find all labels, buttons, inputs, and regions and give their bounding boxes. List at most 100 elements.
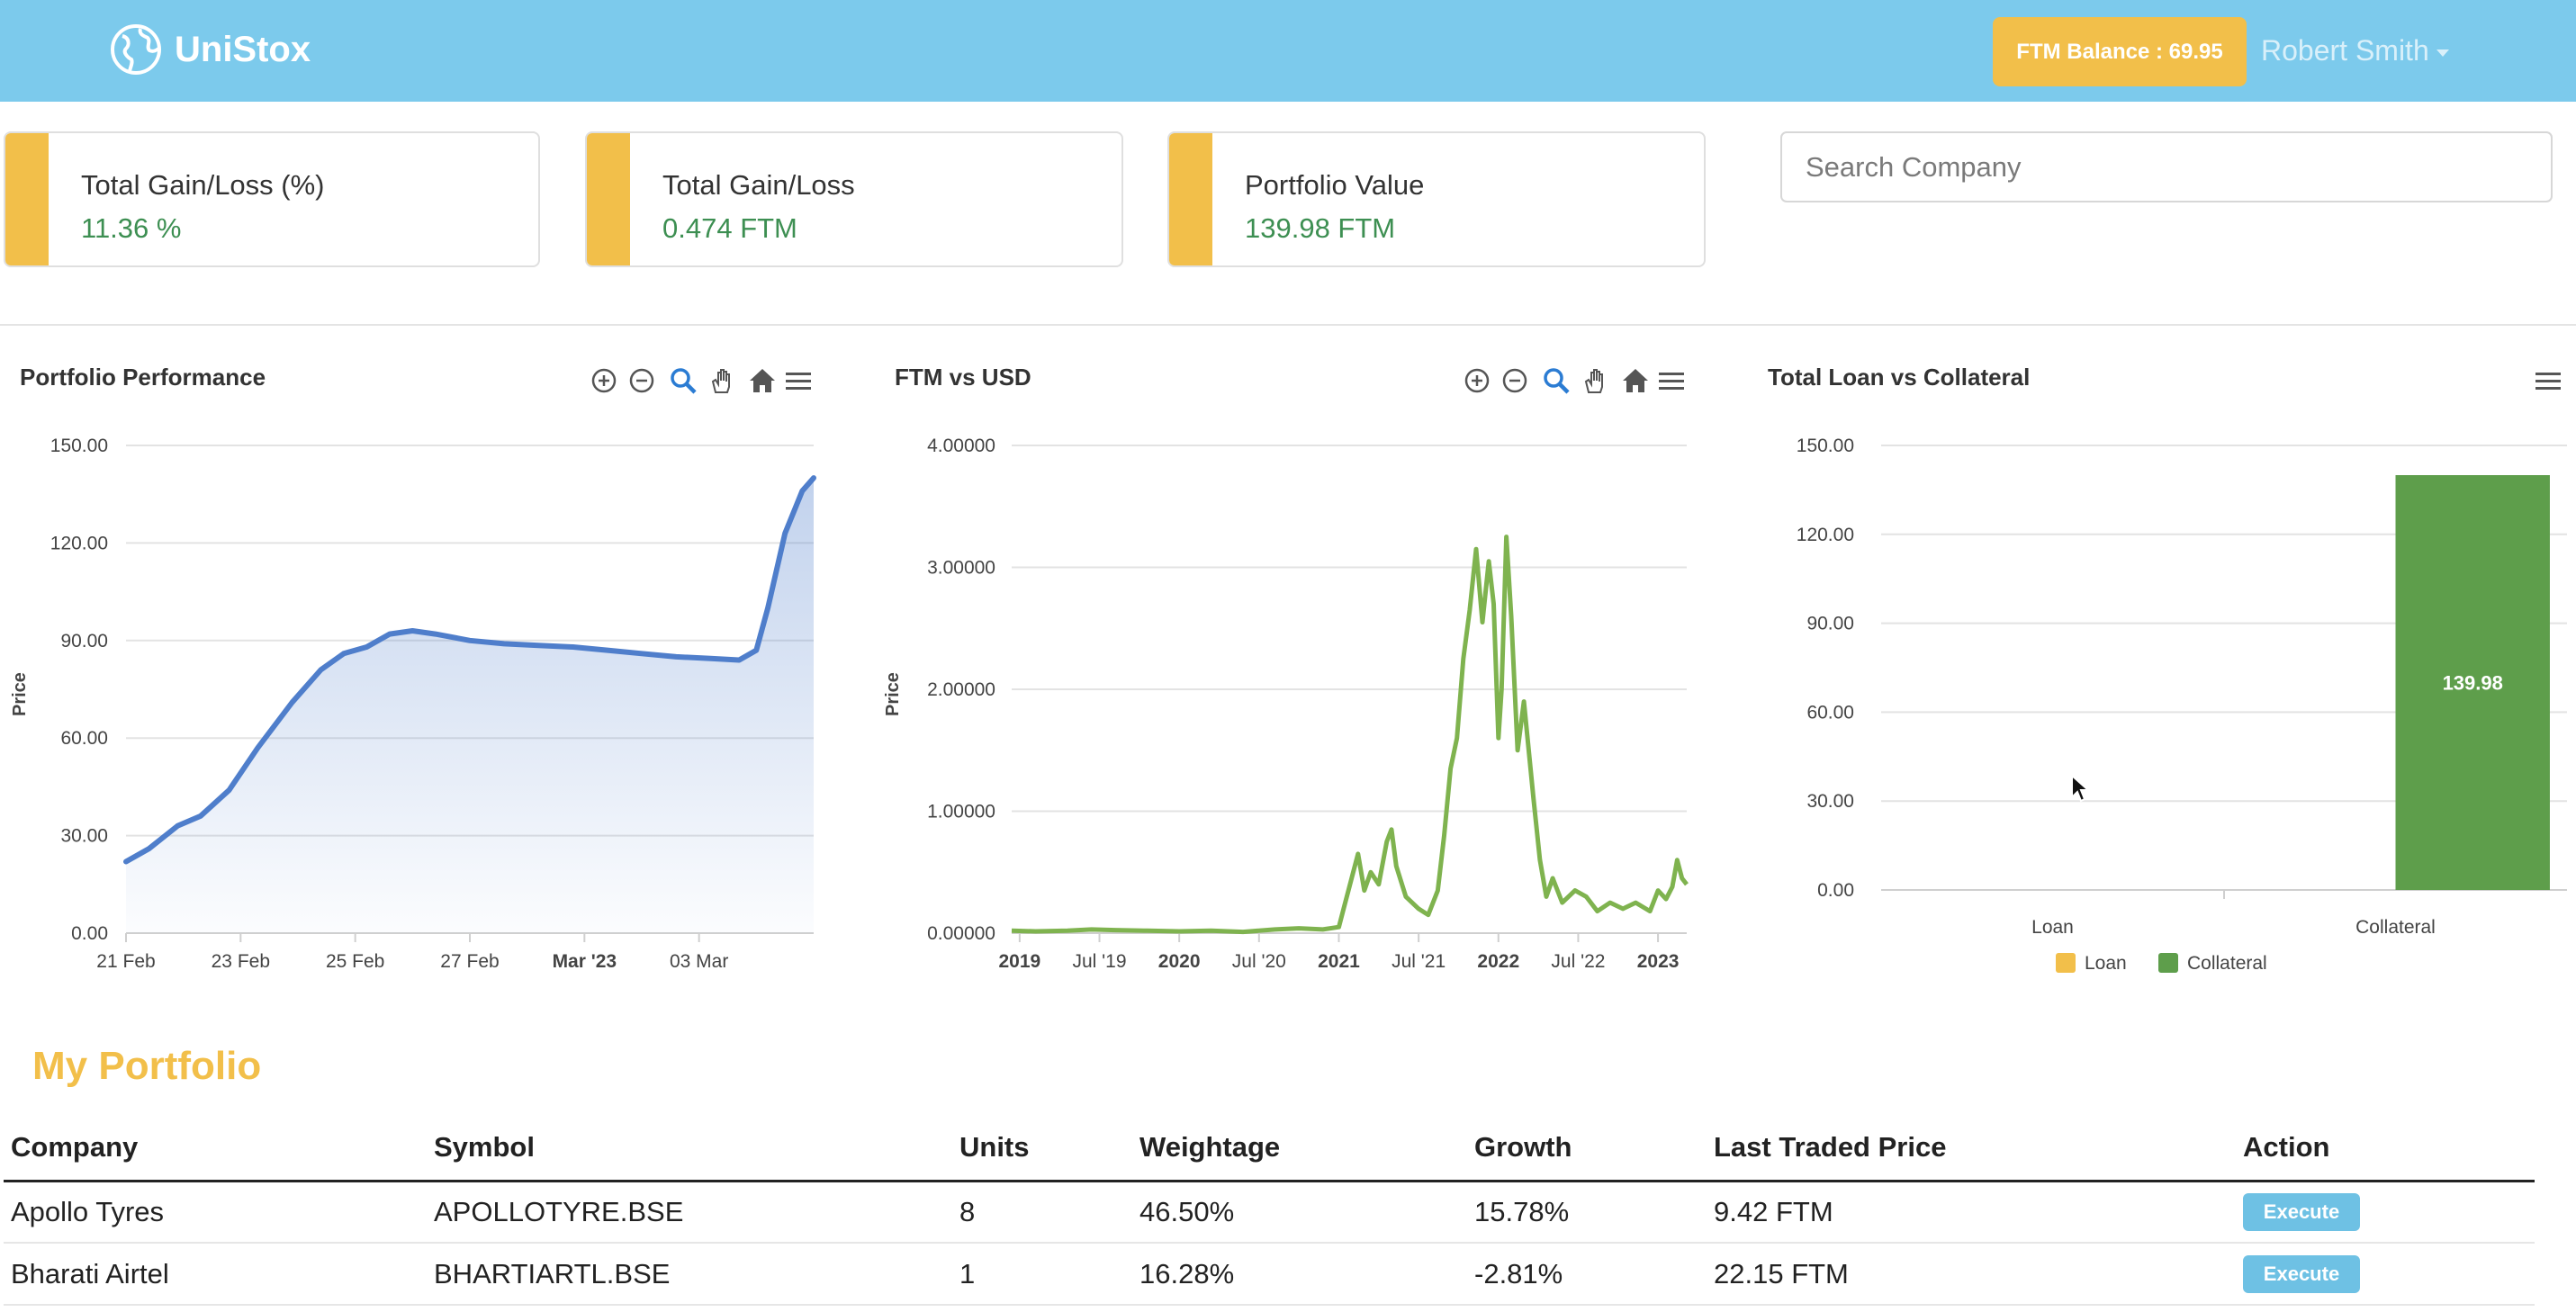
column-header-company[interactable]: Company (4, 1116, 427, 1182)
y-axis-title: Price (883, 672, 903, 716)
cell-growth: 15.78% (1467, 1181, 1707, 1244)
y-tick-label: 4.00000 (927, 436, 995, 456)
y-axis-title: Price (10, 672, 30, 716)
loan-vs-collateral-chart: Total Loan vs Collateral 0.00 30.00 60.00 9… (1746, 351, 2576, 999)
stat-card-portfolio-value: Portfolio Value 139.98 FTM (1167, 131, 1706, 267)
bar (2395, 474, 2550, 890)
series-line (123, 475, 816, 865)
chart-title: Portfolio Performance (20, 364, 266, 391)
x-tick-label: Jul '21 (1392, 951, 1446, 972)
home-icon[interactable] (747, 365, 778, 396)
table-header-row: Company Symbol Units Weightage Growth La… (4, 1116, 2535, 1182)
cell-ltp: 9.42 FTM (1707, 1181, 2236, 1244)
mouse-cursor-icon (2071, 774, 2091, 803)
execute-button[interactable]: Execute (2243, 1254, 2360, 1293)
navbar: UniStox FTM Balance : 69.95 Robert Smith (0, 0, 2576, 102)
ftm-vs-usd-chart: FTM vs USD 0.00000 1.00000 2.00000 3.00000 4… (873, 351, 1701, 999)
stat-card-gain-loss-percent: Total Gain/Loss (%) 11.36 % (4, 131, 540, 267)
stat-label: Total Gain/Loss (662, 169, 855, 201)
portfolio-performance-chart: Portfolio Performance 0.00 30.00 60.00 90.0… (0, 351, 828, 999)
y-tick-label: 1.00000 (927, 802, 995, 822)
y-tick-label: 150.00 (50, 436, 108, 456)
y-tick-label: 0.00 (71, 923, 108, 944)
stat-value: 139.98 FTM (1245, 212, 1396, 244)
legend-swatch (2056, 953, 2076, 973)
cell-weightage: 46.50% (1132, 1181, 1467, 1244)
x-tick-label: Jul '19 (1072, 951, 1126, 972)
cell-units: 1 (952, 1243, 1132, 1306)
x-tick-label: 25 Feb (326, 951, 384, 972)
chart-canvas: 0.00 30.00 60.00 90.00 120.00 150.00 Loan Colla… (1797, 436, 2567, 974)
column-header-action: Action (2236, 1116, 2535, 1182)
chart-title: Total Loan vs Collateral (1768, 364, 2031, 391)
y-tick-label: 3.00000 (927, 558, 995, 579)
y-tick-label: 150.00 (1797, 436, 1854, 456)
cell-ltp: 22.15 FTM (1707, 1243, 2236, 1306)
column-header-last-traded-price[interactable]: Last Traded Price (1707, 1116, 2236, 1182)
stat-label: Total Gain/Loss (%) (81, 169, 325, 201)
stat-label: Portfolio Value (1245, 169, 1425, 201)
legend-item[interactable]: Loan (2056, 953, 2127, 974)
card-accent (5, 133, 49, 265)
pan-hand-icon[interactable] (1581, 365, 1611, 396)
y-tick-label: 120.00 (50, 533, 108, 553)
x-tick-label: Mar '23 (553, 951, 617, 972)
menu-icon[interactable] (783, 365, 814, 396)
series-line (1011, 535, 1689, 935)
area-fill (126, 478, 814, 933)
cell-symbol: APOLLOTYRE.BSE (427, 1181, 952, 1244)
brand[interactable]: UniStox (110, 23, 311, 76)
x-tick-label: Jul '20 (1232, 951, 1286, 972)
y-tick-label: 60.00 (60, 728, 108, 749)
cell-company: Apollo Tyres (4, 1181, 427, 1244)
home-icon[interactable] (1620, 365, 1651, 396)
menu-icon[interactable] (2533, 365, 2563, 396)
caret-down-icon (2436, 49, 2449, 57)
x-tick-label: 2021 (1318, 951, 1360, 972)
zoom-in-icon[interactable] (589, 365, 619, 396)
ftm-balance-badge[interactable]: FTM Balance : 69.95 (1993, 17, 2247, 86)
bar-data-label: 139.98 (2443, 671, 2503, 694)
table-row: Apollo Tyres APOLLOTYRE.BSE 8 46.50% 15.… (4, 1181, 2535, 1244)
column-header-units[interactable]: Units (952, 1116, 1132, 1182)
legend-label: Loan (2085, 953, 2127, 974)
cell-growth: -2.81% (1467, 1243, 1707, 1306)
cell-action: Execute (2236, 1181, 2535, 1244)
cell-company: Bharati Airtel (4, 1243, 427, 1306)
execute-button[interactable]: Execute (2243, 1192, 2360, 1231)
column-header-growth[interactable]: Growth (1467, 1116, 1707, 1182)
chart-canvas: 0.00000 1.00000 2.00000 3.00000 4.00000 Price… (883, 436, 1689, 972)
column-header-weightage[interactable]: Weightage (1132, 1116, 1467, 1182)
pan-hand-icon[interactable] (707, 365, 738, 396)
x-tick-label: 2020 (1158, 951, 1201, 972)
zoom-in-icon[interactable] (1462, 365, 1492, 396)
x-tick-label: 2023 (1637, 951, 1680, 972)
y-tick-label: 90.00 (1806, 614, 1854, 634)
cell-weightage: 16.28% (1132, 1243, 1467, 1306)
table-row: Bharati Airtel BHARTIARTL.BSE 1 16.28% -… (4, 1243, 2535, 1306)
cell-units: 8 (952, 1181, 1132, 1244)
card-accent (587, 133, 630, 265)
x-tick-label: 2022 (1477, 951, 1519, 972)
zoom-out-icon[interactable] (626, 365, 657, 396)
chart-canvas: 0.00 30.00 60.00 90.00 120.00 150.00 Price 21 F… (10, 436, 816, 972)
legend-swatch (2158, 953, 2178, 973)
stat-card-gain-loss: Total Gain/Loss 0.474 FTM (585, 131, 1123, 267)
stat-value: 0.474 FTM (662, 212, 797, 244)
x-tick-label: 03 Mar (670, 951, 728, 972)
cell-action: Execute (2236, 1243, 2535, 1306)
y-tick-label: 30.00 (1806, 791, 1854, 812)
y-tick-label: 0.00 (1817, 880, 1854, 901)
search-company-input[interactable] (1780, 131, 2553, 202)
column-header-symbol[interactable]: Symbol (427, 1116, 952, 1182)
x-tick-label: Collateral (2355, 917, 2436, 938)
y-tick-label: 30.00 (60, 826, 108, 847)
menu-icon[interactable] (1656, 365, 1687, 396)
x-tick-label: Jul '22 (1551, 951, 1605, 972)
magnifier-icon[interactable] (1541, 365, 1572, 396)
legend-label: Collateral (2187, 953, 2267, 974)
legend-item[interactable]: Collateral (2158, 953, 2267, 974)
user-menu[interactable]: Robert Smith (2261, 34, 2449, 67)
magnifier-icon[interactable] (668, 365, 698, 396)
zoom-out-icon[interactable] (1500, 365, 1530, 396)
